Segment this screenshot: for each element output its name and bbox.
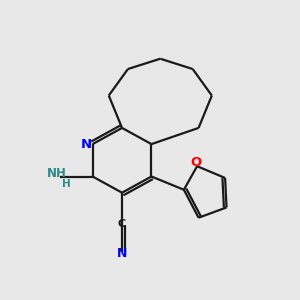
Text: C: C [118, 219, 126, 229]
Text: H: H [62, 179, 71, 189]
Text: N: N [80, 138, 92, 151]
Text: NH: NH [47, 167, 67, 180]
Text: O: O [190, 156, 201, 169]
Text: N: N [117, 247, 127, 260]
